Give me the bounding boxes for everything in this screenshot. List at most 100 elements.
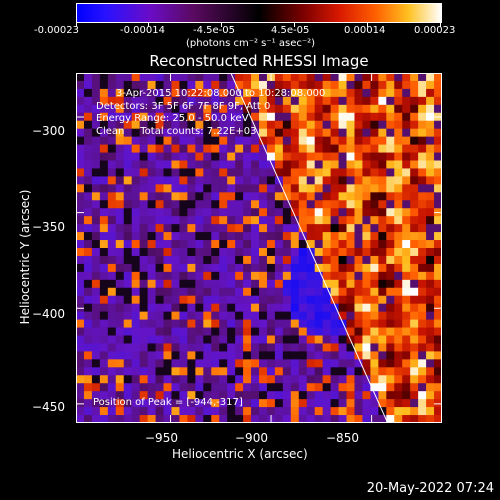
- heatmap-cell: [290, 200, 300, 209]
- heatmap-cell: [282, 104, 292, 114]
- heatmap-cell: [362, 200, 371, 209]
- heatmap-cell: [123, 367, 133, 376]
- heatmap-cell: [227, 287, 236, 297]
- heatmap-cell: [378, 120, 387, 130]
- heatmap-cell: [203, 248, 212, 257]
- heatmap-cell: [179, 375, 188, 384]
- heatmap-cell: [290, 160, 300, 170]
- heatmap-cell: [354, 80, 364, 90]
- heatmap-cell: [338, 399, 348, 408]
- heatmap-cell: [434, 200, 442, 209]
- heatmap-cell: [251, 335, 260, 345]
- heatmap-cell: [402, 232, 411, 241]
- heatmap-cell: [155, 383, 165, 392]
- heatmap-cell: [139, 168, 149, 177]
- heatmap-cell: [330, 192, 340, 201]
- heatmap-cell: [211, 216, 220, 225]
- heatmap-cell: [195, 335, 204, 345]
- heatmap-cell: [274, 216, 284, 225]
- heatmap-cell: [163, 391, 173, 400]
- heatmap-cell: [83, 248, 93, 257]
- heatmap-cell: [147, 240, 157, 249]
- heatmap-cell: [131, 327, 141, 337]
- heatmap-cell: [107, 248, 117, 257]
- heatmap-cell: [187, 415, 196, 423]
- heatmap-cell: [370, 224, 379, 233]
- heatmap-cell: [274, 200, 284, 209]
- heatmap-cell: [410, 391, 419, 400]
- heatmap-cell: [274, 128, 284, 138]
- heatmap-cell: [115, 375, 125, 384]
- heatmap-cell: [298, 80, 308, 90]
- x-tick-label: −950: [145, 431, 178, 445]
- heatmap-cell: [163, 96, 173, 106]
- heatmap-cell: [282, 144, 292, 154]
- heatmap-cell: [426, 263, 435, 273]
- heatmap-cell: [131, 271, 141, 281]
- heatmap-cell: [266, 192, 276, 201]
- heatmap-cell: [259, 311, 268, 321]
- heatmap-cell: [251, 271, 260, 281]
- heatmap-cell: [251, 327, 260, 337]
- heatmap-cell: [123, 415, 133, 423]
- heatmap-cell: [354, 351, 364, 360]
- heatmap-cell: [274, 391, 284, 400]
- heatmap-cell: [235, 112, 244, 122]
- heatmap-cell: [394, 271, 403, 281]
- heatmap-cell: [83, 176, 93, 185]
- heatmap-cell: [314, 279, 324, 289]
- heatmap-cell: [418, 271, 427, 281]
- heatmap-cell: [394, 367, 403, 376]
- heatmap-cell: [76, 343, 85, 352]
- heatmap-cell: [346, 184, 356, 193]
- heatmap-cell: [115, 383, 125, 392]
- heatmap-cell: [402, 168, 411, 177]
- heatmap-cell: [354, 96, 364, 106]
- heatmap-cell: [402, 407, 411, 416]
- heatmap-cell: [354, 144, 364, 154]
- heatmap-cell: [330, 303, 340, 313]
- heatmap-cell: [386, 303, 395, 313]
- heatmap-cell: [163, 120, 173, 130]
- heatmap-cell: [426, 248, 435, 257]
- heatmap-cell: [266, 263, 276, 273]
- heatmap-cell: [235, 391, 244, 400]
- heatmap-cell: [354, 271, 364, 281]
- heatmap-cell: [346, 192, 356, 201]
- heatmap-cell: [227, 415, 236, 423]
- heatmap-cell: [76, 295, 85, 305]
- heatmap-cell: [418, 359, 427, 368]
- heatmap-cell: [290, 391, 300, 400]
- heatmap-cell: [394, 327, 403, 337]
- heatmap-cell: [139, 327, 149, 337]
- heatmap-cell: [227, 112, 236, 122]
- heatmap-cell: [155, 168, 165, 177]
- heatmap-cell: [171, 176, 181, 185]
- heatmap-cell: [203, 112, 212, 122]
- heatmap-cell: [314, 128, 324, 138]
- heatmap-cell: [171, 136, 181, 146]
- heatmap-cell: [394, 399, 403, 408]
- heatmap-cell: [386, 192, 395, 201]
- heatmap-cell: [306, 375, 316, 384]
- heatmap-cell: [195, 383, 204, 392]
- heatmap-cell: [115, 415, 125, 423]
- heatmap-cell: [418, 104, 427, 114]
- heatmap-cell: [434, 248, 442, 257]
- heatmap-cell: [163, 311, 173, 321]
- heatmap-cell: [378, 295, 387, 305]
- heatmap-cell: [235, 295, 244, 305]
- heatmap-cell: [99, 160, 109, 170]
- heatmap-cell: [290, 168, 300, 177]
- heatmap-cell: [386, 287, 395, 297]
- heatmap-cell: [83, 407, 93, 416]
- heatmap-cell: [266, 112, 276, 122]
- heatmap-cell: [434, 104, 442, 114]
- heatmap-cell: [251, 248, 260, 257]
- heatmap-cell: [346, 96, 356, 106]
- heatmap-cell: [386, 399, 395, 408]
- heatmap-cell: [306, 216, 316, 225]
- heatmap-cell: [378, 96, 387, 106]
- heatmap-cell: [410, 287, 419, 297]
- heatmap-cell: [203, 319, 212, 329]
